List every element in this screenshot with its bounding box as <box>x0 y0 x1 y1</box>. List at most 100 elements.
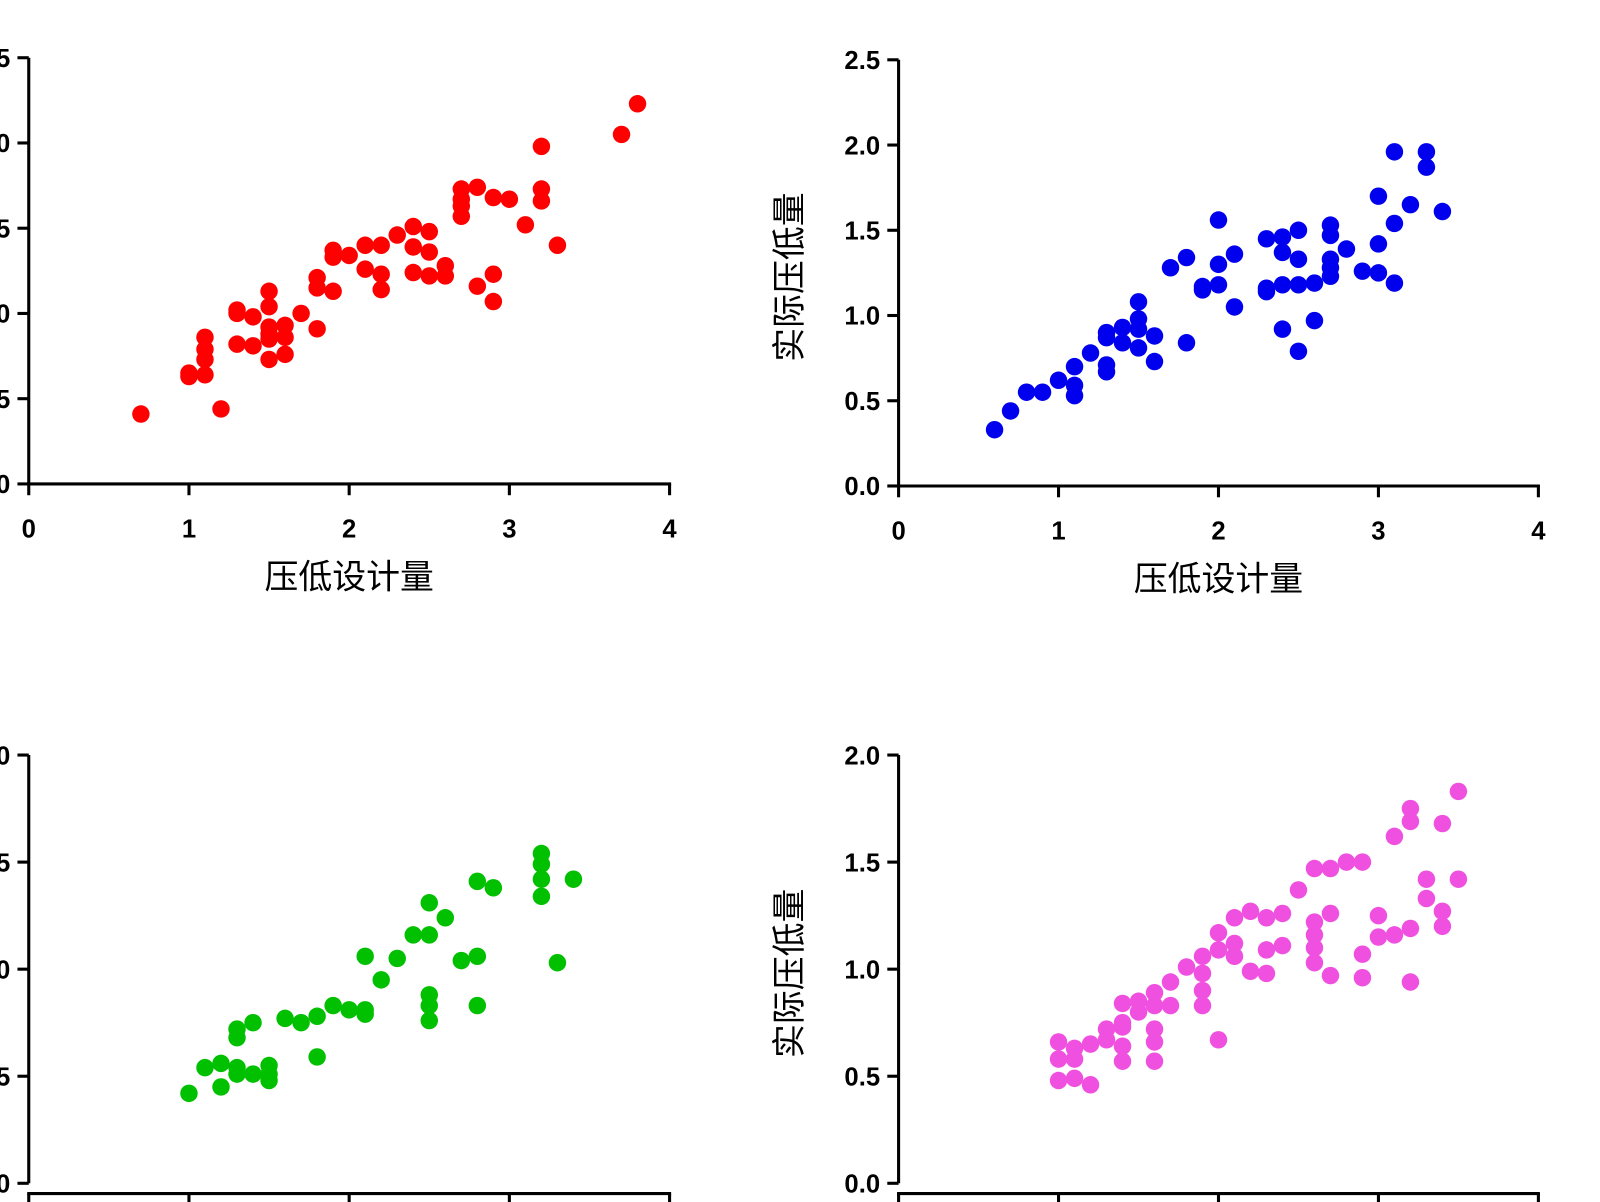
point <box>1193 964 1212 983</box>
point <box>212 1054 230 1073</box>
point <box>1385 143 1404 161</box>
point <box>1305 274 1324 292</box>
y-tick-label: 1.5 <box>0 849 10 877</box>
point <box>1193 981 1212 1000</box>
point <box>532 870 551 888</box>
point <box>244 1013 262 1032</box>
y-tick-label: 2.5 <box>0 45 10 73</box>
point <box>1289 276 1308 294</box>
point <box>132 405 150 423</box>
point <box>436 267 455 285</box>
point <box>1305 913 1324 931</box>
y-axis-label: 实际压低量 <box>770 192 809 361</box>
point <box>244 308 262 326</box>
point <box>548 954 567 972</box>
point <box>484 265 503 283</box>
point <box>1241 902 1260 921</box>
point <box>1225 909 1244 927</box>
y-tick-label: 1.0 <box>844 956 880 984</box>
y-tick-label: 0.5 <box>0 1063 10 1091</box>
point <box>1241 962 1260 981</box>
point <box>1145 983 1164 1002</box>
point <box>1065 1069 1084 1088</box>
point <box>436 909 455 927</box>
point <box>212 400 230 418</box>
point <box>1433 202 1452 221</box>
y-tick-label: 0.0 <box>844 1171 880 1199</box>
point <box>1113 1037 1132 1055</box>
point <box>404 238 422 256</box>
x-tick-label: 1 <box>1051 517 1065 545</box>
point <box>532 887 551 906</box>
point <box>500 190 519 208</box>
point <box>1113 994 1132 1013</box>
y-tick-label: 1.5 <box>0 215 10 243</box>
point <box>1113 1052 1132 1070</box>
point <box>388 226 406 244</box>
y-tick-label: 1.5 <box>844 849 880 877</box>
point <box>1369 235 1388 253</box>
x-tick-label: 0 <box>891 517 905 545</box>
point <box>404 926 422 944</box>
point <box>212 1078 230 1096</box>
point <box>420 926 438 944</box>
point <box>1289 221 1308 239</box>
point <box>340 246 358 265</box>
point <box>324 248 342 266</box>
point <box>276 328 294 347</box>
point <box>1225 298 1244 316</box>
point <box>985 420 1004 439</box>
point <box>1193 281 1212 299</box>
point <box>532 855 551 873</box>
x-tick-label: 4 <box>1531 517 1546 545</box>
point <box>372 280 390 299</box>
point <box>196 366 214 384</box>
point <box>1049 1033 1068 1051</box>
y-tick-label: 2.5 <box>844 47 880 75</box>
point <box>420 222 438 241</box>
point <box>1337 853 1356 871</box>
point <box>292 1013 310 1032</box>
y-tick-label: 0.0 <box>844 473 880 501</box>
point <box>1433 902 1452 921</box>
point <box>1113 1018 1132 1036</box>
y-tick-label: 2.0 <box>0 130 10 158</box>
point <box>564 870 583 888</box>
point <box>356 1005 374 1023</box>
point <box>1305 954 1324 972</box>
point <box>1081 1035 1100 1053</box>
point <box>1257 941 1276 959</box>
point <box>1273 320 1292 338</box>
point <box>404 217 422 236</box>
point <box>1001 402 1020 420</box>
point <box>420 894 438 912</box>
y-tick-label: 0.0 <box>0 1171 10 1199</box>
point <box>1401 812 1420 831</box>
point <box>1129 1003 1148 1021</box>
point <box>1353 969 1372 987</box>
point <box>1273 276 1292 294</box>
point <box>1401 195 1420 214</box>
x-tick-label: 0 <box>22 515 36 543</box>
y-tick-label: 1.0 <box>0 956 10 984</box>
point <box>1225 934 1244 953</box>
point <box>1161 259 1180 277</box>
point <box>468 872 487 891</box>
point <box>532 180 551 198</box>
y-tick-label: 0.0 <box>0 471 10 499</box>
point <box>1257 230 1276 248</box>
x-tick-label: 4 <box>662 515 677 543</box>
point <box>1129 320 1148 338</box>
point <box>276 1009 294 1028</box>
point <box>1113 318 1132 337</box>
point <box>1097 363 1116 381</box>
point <box>1273 904 1292 923</box>
point <box>1209 255 1228 274</box>
point <box>468 277 487 295</box>
point <box>1145 327 1164 345</box>
point <box>1289 250 1308 268</box>
point <box>1257 909 1276 927</box>
x-tick-label: 1 <box>182 515 196 543</box>
x-tick-label: 2 <box>342 515 356 543</box>
y-tick-label: 1.0 <box>844 303 880 331</box>
